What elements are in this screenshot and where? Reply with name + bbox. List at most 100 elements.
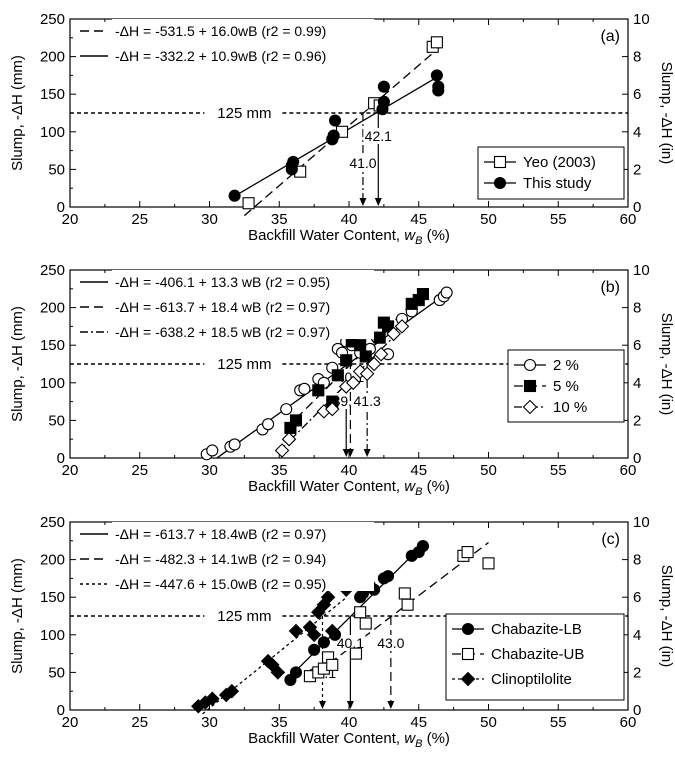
x-tick-label: 25 [131,714,148,731]
y-right-tick-label: 4 [633,124,641,141]
equation-text: -ΔH = -613.7 + 18.4 wB (r2 = 0.97) [115,299,330,315]
data-point [377,80,390,93]
data-point [482,557,495,570]
data-point [340,354,353,367]
data-point [312,384,325,397]
y-right-tick-label: 8 [633,300,641,317]
arrow-label: 42.1 [365,128,392,144]
x-tick-label: 25 [131,211,148,228]
x-tick-label: 55 [550,211,567,228]
data-point [460,671,476,687]
equation-text: -ΔH = -447.6 + 15.0wB (r2 = 0.95) [115,576,326,592]
arrow-label-bg [347,155,378,171]
x-tick-label: 30 [201,462,218,479]
x-tick-label: 50 [480,211,497,228]
data-point [242,197,255,210]
y-right-tick-label: 0 [633,199,641,216]
y-axis-label: Slump, -ΔH (mm) [9,55,26,171]
data-point [386,326,401,342]
data-point [416,540,429,553]
panel-1: 20 25 30 35 40 45 50 55 600501001502002500246810… [9,11,675,247]
data-point [432,84,445,97]
y-right-tick-label: 6 [633,589,641,606]
data-point [373,346,389,362]
legend-label: 5 % [553,378,579,395]
y-right-tick-label: 6 [633,337,641,354]
y-right-tick-label: 4 [633,375,641,392]
y-right-tick-label: 0 [633,450,641,467]
arrow-head [374,198,382,206]
y-tick-label: 50 [48,664,65,681]
x-axis-label: Backfill Water Content, wB (%) [248,478,450,498]
y-right-tick-label: 2 [633,161,641,178]
y-tick-label: 250 [40,11,65,28]
x-tick-label: 60 [620,462,637,479]
data-point [440,286,453,299]
equation-bg [112,572,374,591]
y-axis-label: Slump, -ΔH (mm) [9,558,26,674]
x-axis-label: Backfill Water Content, wB (%) [248,227,450,247]
x-tick-label: 40 [341,462,358,479]
panel-label: (a) [600,28,620,45]
x-tick-label: 55 [550,462,567,479]
data-point [523,358,537,372]
data-point [522,399,538,415]
data-point [288,623,304,639]
x-tick-label: 35 [271,211,288,228]
x-tick-label: 20 [62,211,79,228]
fit-line-1 [216,292,448,459]
y-right-tick-label: 6 [633,86,641,103]
reference-label: 125 mm [217,356,271,373]
equation-bg [112,295,374,314]
equation-bg [112,522,374,541]
y-right-axis-label: Slump, -ΔH (in) [658,565,675,668]
data-point [331,369,344,382]
data-point [281,431,297,447]
data-point [461,546,474,559]
data-point [394,319,410,334]
y-right-axis-label: Slump, -ΔH (in) [658,313,675,416]
x-tick-label: 20 [62,714,79,731]
equation-bg [112,320,374,339]
legend-box [445,613,625,701]
y-right-tick-label: 2 [633,664,641,681]
data-point [205,691,220,706]
y-tick-label: 200 [40,300,65,317]
arrow-label-bg [352,393,383,409]
arrow-head [363,449,371,457]
data-point [523,379,537,393]
data-point [366,356,382,372]
data-point [280,403,293,416]
legend-label: Yeo (2003) [523,154,596,171]
data-point [270,665,286,680]
x-tick-label: 40 [341,714,358,731]
y-right-tick-label: 8 [633,49,641,66]
series-2 [303,546,495,683]
y-tick-label: 200 [40,552,65,569]
data-point [308,643,321,656]
data-point [324,401,340,417]
equation-text: -ΔH = -531.5 + 16.0wB (r2 = 0.99) [115,23,326,39]
data-point [289,414,303,427]
reference-label: 125 mm [217,105,271,122]
data-point [493,176,507,190]
equation-text: -ΔH = -332.2 + 10.9wB (r2 = 0.96) [115,48,326,64]
x-tick-label: 45 [410,211,427,228]
x-tick-label: 45 [410,462,427,479]
fit-line-2 [306,542,489,681]
data-point [373,331,386,344]
data-point [320,589,336,605]
fit-line-3 [278,325,406,452]
equation-text: -ΔH = -638.2 + 18.5 wB (r2 = 0.97) [115,324,330,340]
panel-3: 20 25 30 35 40 45 50 55 600501001502002500246810… [9,514,675,750]
panel-label: (c) [601,531,620,548]
equation-bg [112,19,374,38]
y-tick-label: 150 [40,86,65,103]
x-tick-label: 60 [620,714,637,731]
legend-box [477,146,625,200]
data-point [327,129,340,142]
series-3 [274,319,410,458]
data-point [289,666,303,679]
y-axis-label: Slump, -ΔH (mm) [9,306,26,422]
series-2 [228,69,445,202]
